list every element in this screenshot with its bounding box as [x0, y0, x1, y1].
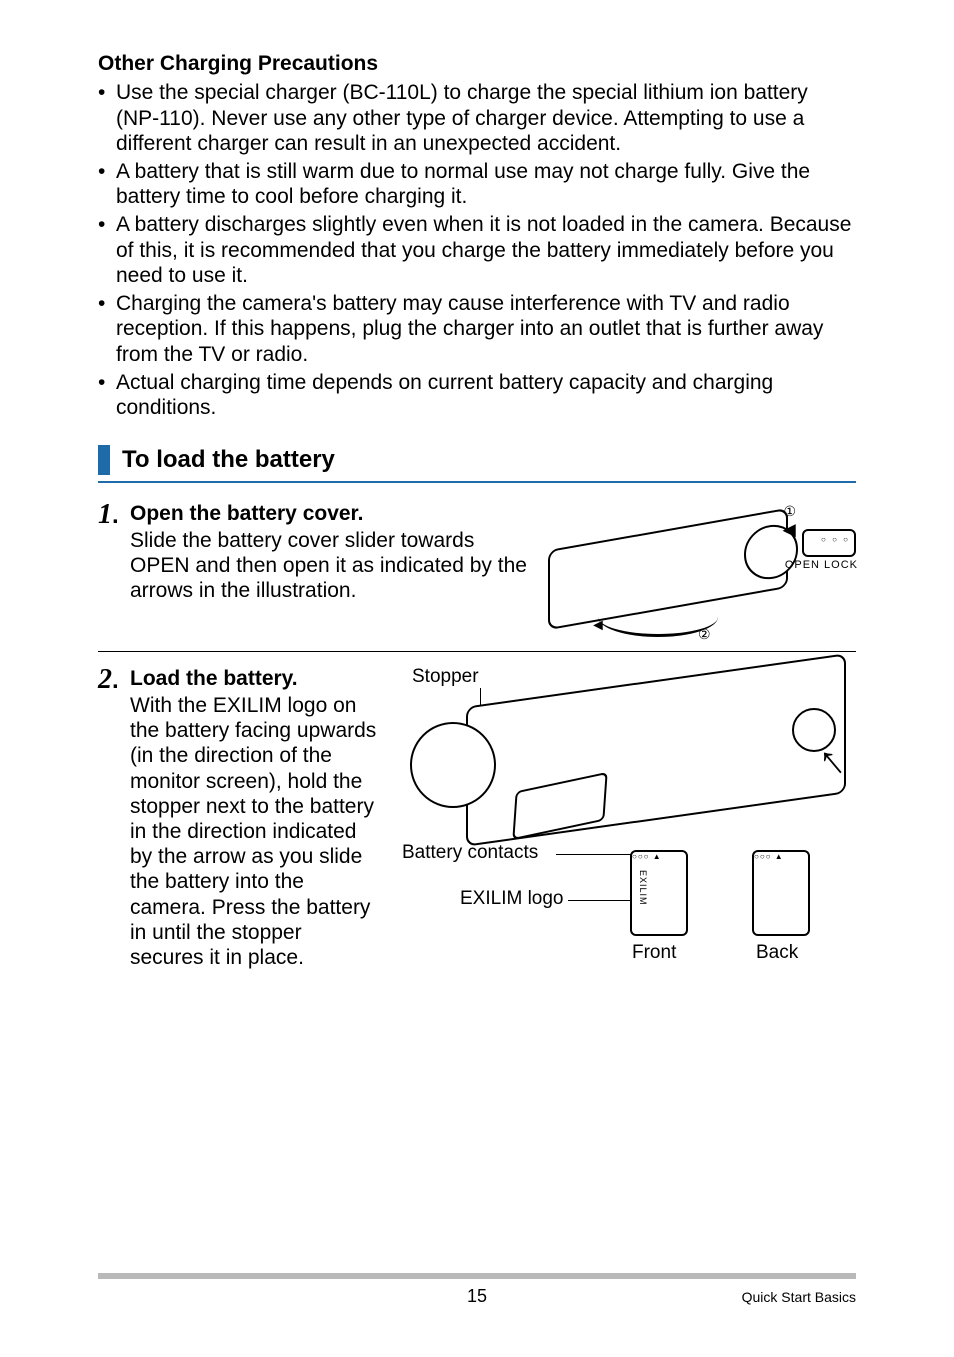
- step-2-row: 2. Load the battery. With the EXILIM log…: [98, 666, 856, 970]
- curve-arrow-head-icon: ◄: [590, 617, 606, 635]
- step-number-dot: .: [112, 667, 119, 694]
- step-number: 2.: [98, 666, 124, 694]
- illustration-open-cover: ① ◄ ○ ○ ○ OPEN LOCK ◄ ②: [538, 501, 856, 641]
- step-2-title: Load the battery.: [130, 666, 378, 691]
- precaution-item: Actual charging time depends on current …: [98, 370, 856, 421]
- precaution-item: Charging the camera's battery may cause …: [98, 291, 856, 368]
- footer-rule: [98, 1273, 856, 1279]
- slider-dots-icon: ○ ○ ○: [821, 535, 850, 544]
- step-number-digit: 1: [98, 499, 112, 530]
- step-2-desc: With the EXILIM logo on the battery faci…: [130, 693, 378, 970]
- battery-contacts-label: Battery contacts: [402, 842, 538, 864]
- section-heading-bar-icon: [98, 445, 110, 475]
- battery-front-contacts-icon: ○○○ ▲: [632, 852, 662, 861]
- back-label: Back: [756, 942, 798, 964]
- exilim-leader-line-icon: [568, 900, 632, 901]
- precaution-item: Use the special charger (BC-110L) to cha…: [98, 80, 856, 157]
- step-number-dot: .: [112, 502, 119, 529]
- battery-back-icon: [752, 850, 810, 936]
- step-1-desc: Slide the battery cover slider towards O…: [130, 528, 528, 604]
- exilim-logo-label: EXILIM logo: [460, 888, 564, 910]
- section-heading: To load the battery: [122, 446, 335, 474]
- front-label: Front: [632, 942, 676, 964]
- precautions-list: Use the special charger (BC-110L) to cha…: [98, 80, 856, 421]
- battery-back-contacts-icon: ○○○ ▲: [754, 852, 784, 861]
- precaution-item: A battery that is still warm due to norm…: [98, 159, 856, 210]
- open-lock-label: OPEN LOCK: [785, 559, 858, 571]
- precaution-item: A battery discharges slightly even when …: [98, 212, 856, 289]
- precautions-heading: Other Charging Precautions: [98, 52, 856, 76]
- callout-2-icon: ②: [698, 626, 711, 643]
- stopper-zoom-circle-icon: [410, 722, 496, 808]
- step-1-row: 1. Open the battery cover. Slide the bat…: [98, 501, 856, 652]
- illustration-load-battery: Stopper ↑ Battery contacts EXILIM logo ○…: [406, 666, 856, 962]
- step-number: 1.: [98, 501, 124, 529]
- step-1-title: Open the battery cover.: [130, 501, 528, 526]
- stopper-label: Stopper: [412, 666, 479, 688]
- section-heading-row: To load the battery: [98, 445, 856, 483]
- footer-section-label: Quick Start Basics: [742, 1289, 856, 1305]
- step-number-digit: 2: [98, 664, 112, 695]
- arrow-left-icon: ◄: [778, 517, 800, 543]
- exilim-logo-text: EXILIM: [638, 870, 648, 906]
